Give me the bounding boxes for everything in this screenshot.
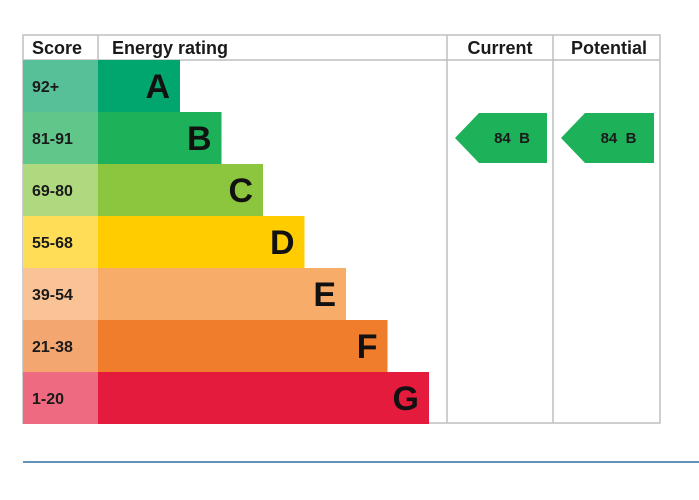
header-current: Current: [467, 38, 532, 58]
score-range-b: 81-91: [32, 131, 73, 148]
rating-letter-a: A: [145, 68, 170, 106]
score-cell-g: [23, 372, 98, 424]
rating-letter-f: F: [357, 328, 378, 366]
rating-letter-g: G: [393, 380, 419, 418]
score-cell-a: [23, 60, 98, 112]
rating-indicators: 84 B 84 B: [455, 113, 654, 163]
rating-bar-c: [98, 164, 263, 216]
rating-letter-d: D: [270, 224, 295, 262]
score-range-f: 21-38: [32, 339, 73, 356]
rating-bar-a: [98, 60, 180, 112]
rating-letter-b: B: [187, 120, 212, 158]
rating-bands: 92+ A 81-91 B 69-80 C 55-68 D 39-54 E 21-38 F 1-20 G: [23, 60, 429, 424]
score-cell-f: [23, 320, 98, 372]
score-cell-e: [23, 268, 98, 320]
score-range-a: 92+: [32, 79, 59, 96]
header-potential: Potential: [571, 38, 647, 58]
score-cell-c: [23, 164, 98, 216]
potential-rating-arrow: [561, 113, 654, 163]
header-energy-rating: Energy rating: [112, 38, 228, 58]
header-score: Score: [32, 38, 82, 58]
rating-bar-b: [98, 112, 222, 164]
score-range-g: 1-20: [32, 391, 64, 408]
rating-letter-c: C: [228, 172, 253, 210]
current-rating-arrow: [455, 113, 547, 163]
score-cell-b: [23, 112, 98, 164]
rating-bar-d: [98, 216, 305, 268]
score-range-c: 69-80: [32, 183, 73, 200]
current-rating-label: 84 B: [494, 130, 530, 147]
score-range-e: 39-54: [32, 287, 73, 304]
rating-bar-e: [98, 268, 346, 320]
rating-bar-f: [98, 320, 388, 372]
score-cell-d: [23, 216, 98, 268]
rating-letter-e: E: [313, 276, 336, 314]
score-range-d: 55-68: [32, 235, 73, 252]
potential-rating-label: 84 B: [601, 130, 637, 147]
rating-bar-g: [98, 372, 429, 424]
